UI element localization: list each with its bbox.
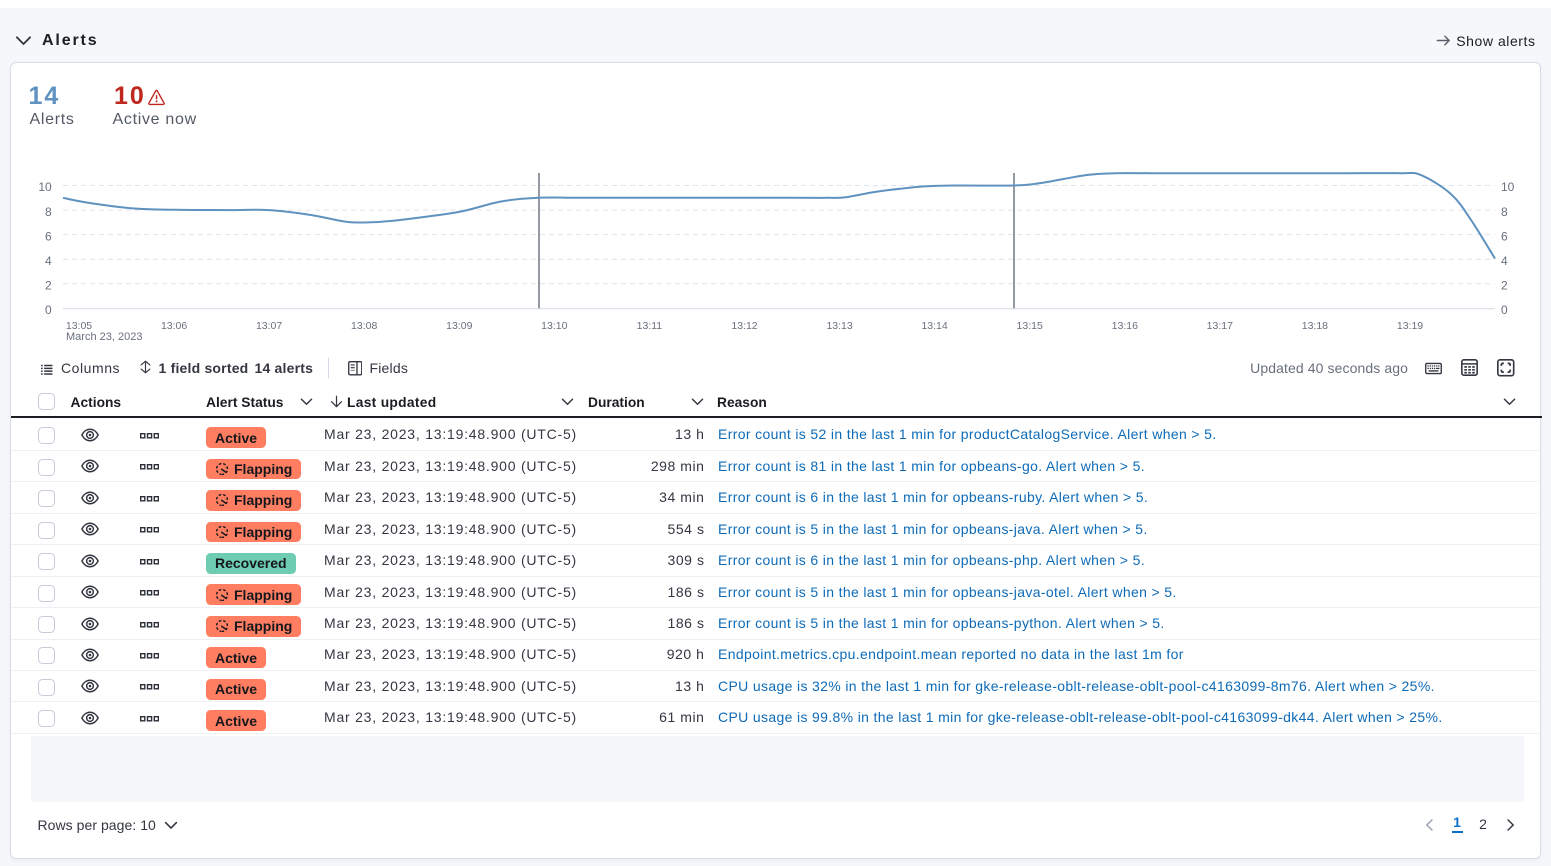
svg-text:4: 4 bbox=[45, 254, 52, 268]
svg-text:10: 10 bbox=[38, 180, 52, 194]
svg-text:13:13: 13:13 bbox=[826, 320, 852, 332]
svg-text:2: 2 bbox=[1501, 278, 1508, 292]
svg-text:10: 10 bbox=[1501, 180, 1515, 194]
svg-text:13:15: 13:15 bbox=[1017, 320, 1043, 332]
svg-text:13:12: 13:12 bbox=[731, 320, 757, 332]
svg-text:6: 6 bbox=[45, 229, 52, 243]
svg-text:4: 4 bbox=[1501, 254, 1508, 268]
svg-text:13:08: 13:08 bbox=[351, 320, 377, 332]
svg-text:13:05: 13:05 bbox=[66, 320, 92, 332]
svg-text:0: 0 bbox=[45, 303, 52, 317]
svg-text:8: 8 bbox=[1501, 205, 1508, 219]
svg-text:13:18: 13:18 bbox=[1302, 320, 1328, 332]
svg-text:8: 8 bbox=[45, 205, 52, 219]
svg-text:0: 0 bbox=[1501, 303, 1508, 317]
svg-text:13:07: 13:07 bbox=[256, 320, 282, 332]
svg-text:13:16: 13:16 bbox=[1112, 320, 1138, 332]
svg-text:2: 2 bbox=[45, 278, 52, 292]
svg-text:13:14: 13:14 bbox=[921, 320, 947, 332]
svg-text:13:06: 13:06 bbox=[161, 320, 187, 332]
svg-text:6: 6 bbox=[1501, 229, 1508, 243]
svg-text:13:09: 13:09 bbox=[446, 320, 472, 332]
svg-text:March 23, 2023: March 23, 2023 bbox=[66, 331, 142, 343]
svg-text:13:19: 13:19 bbox=[1397, 320, 1423, 332]
svg-text:13:10: 13:10 bbox=[541, 320, 567, 332]
svg-text:13:11: 13:11 bbox=[637, 320, 663, 332]
svg-text:13:17: 13:17 bbox=[1207, 320, 1233, 332]
